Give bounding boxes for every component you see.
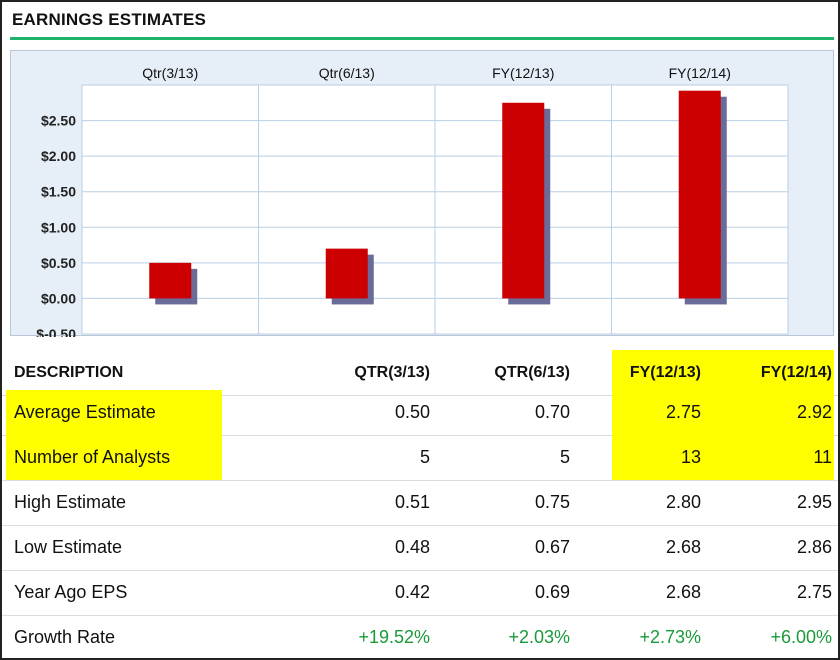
x-category-label: Qtr(6/13)	[319, 65, 375, 81]
bar	[325, 248, 368, 299]
cell-value: 0.67	[534, 537, 570, 557]
cell-value: 5	[559, 447, 570, 467]
y-tick-label: $0.50	[41, 255, 76, 271]
x-category-label: FY(12/14)	[669, 65, 731, 81]
cell-value: 2.75	[796, 582, 832, 602]
growth-value: +2.03%	[508, 627, 570, 647]
table-row-average-estimate: Average Estimate 0.50 0.70 2.75 2.92	[2, 390, 838, 436]
header-fy-12-13: FY(12/13)	[629, 364, 701, 381]
bar	[502, 102, 545, 299]
title-divider	[10, 37, 834, 40]
cell-value: 2.75	[665, 402, 701, 422]
y-tick-label: $-0.50	[36, 326, 76, 337]
table-row-year-ago-eps: Year Ago EPS 0.42 0.69 2.68 2.75	[2, 570, 838, 616]
cell-value: 2.80	[665, 492, 701, 512]
header-fy-12-14: FY(12/14)	[760, 364, 832, 381]
y-tick-label: $2.00	[41, 148, 76, 164]
cell-value: 0.51	[394, 492, 430, 512]
cell-value: 2.92	[796, 402, 832, 422]
fy-highlight	[612, 435, 834, 480]
panel-title: EARNINGS ESTIMATES	[12, 10, 207, 29]
bar	[149, 262, 192, 299]
cell-value: 2.86	[796, 537, 832, 557]
row-label: Low Estimate	[14, 537, 123, 557]
table-row-growth-rate: Growth Rate +19.52% +2.03% +2.73% +6.00%	[2, 615, 838, 660]
row-label: Average Estimate	[14, 402, 156, 422]
y-tick-label: $1.00	[41, 219, 76, 235]
cell-value: 13	[680, 447, 701, 467]
x-category-label: FY(12/13)	[492, 65, 554, 81]
y-tick-label: $0.00	[41, 290, 76, 306]
y-tick-label: $1.50	[41, 184, 76, 200]
growth-value: +6.00%	[770, 627, 832, 647]
cell-value: 2.95	[796, 492, 832, 512]
cell-value: 2.68	[665, 582, 701, 602]
cell-value: 5	[419, 447, 430, 467]
earnings-bar-chart: $2.50 $2.00 $1.50 $1.00 $0.50 $0.00 $-0.50 Qtr(…	[36, 65, 789, 337]
table-row-low-estimate: Low Estimate 0.48 0.67 2.68 2.86	[2, 525, 838, 571]
label-highlight	[6, 435, 222, 480]
row-label: Number of Analysts	[14, 447, 171, 467]
header-description: DESCRIPTION	[14, 364, 124, 381]
fy-highlight	[612, 390, 834, 435]
table-header-row: DESCRIPTION QTR(3/13) QTR(6/13) FY(12/13…	[2, 350, 838, 396]
table-row-number-of-analysts: Number of Analysts 5 5 13 11	[2, 435, 838, 481]
label-highlight	[6, 390, 222, 435]
y-tick-label: $2.50	[41, 113, 76, 129]
row-label: Growth Rate	[14, 627, 116, 647]
chart-container: $2.50 $2.00 $1.50 $1.00 $0.50 $0.00 $-0.50 Qtr(…	[10, 50, 834, 337]
row-label: High Estimate	[14, 492, 127, 512]
cell-value: 0.75	[534, 492, 570, 512]
cell-value: 0.48	[394, 537, 430, 557]
cell-value: 2.68	[665, 537, 701, 557]
cell-value: 11	[813, 447, 832, 467]
cell-value: 0.70	[534, 402, 570, 422]
x-category-label: Qtr(3/13)	[142, 65, 198, 81]
header-qtr-3-13: QTR(3/13)	[354, 364, 430, 381]
bar	[678, 90, 721, 299]
fy-highlight	[612, 350, 834, 395]
row-label: Year Ago EPS	[14, 582, 128, 602]
growth-value: +2.73%	[639, 627, 701, 647]
cell-value: 0.50	[394, 402, 430, 422]
cell-value: 0.69	[534, 582, 570, 602]
header-qtr-6-13: QTR(6/13)	[494, 364, 570, 381]
cell-value: 0.42	[394, 582, 430, 602]
growth-value: +19.52%	[358, 627, 430, 647]
table-row-high-estimate: High Estimate 0.51 0.75 2.80 2.95	[2, 480, 838, 526]
